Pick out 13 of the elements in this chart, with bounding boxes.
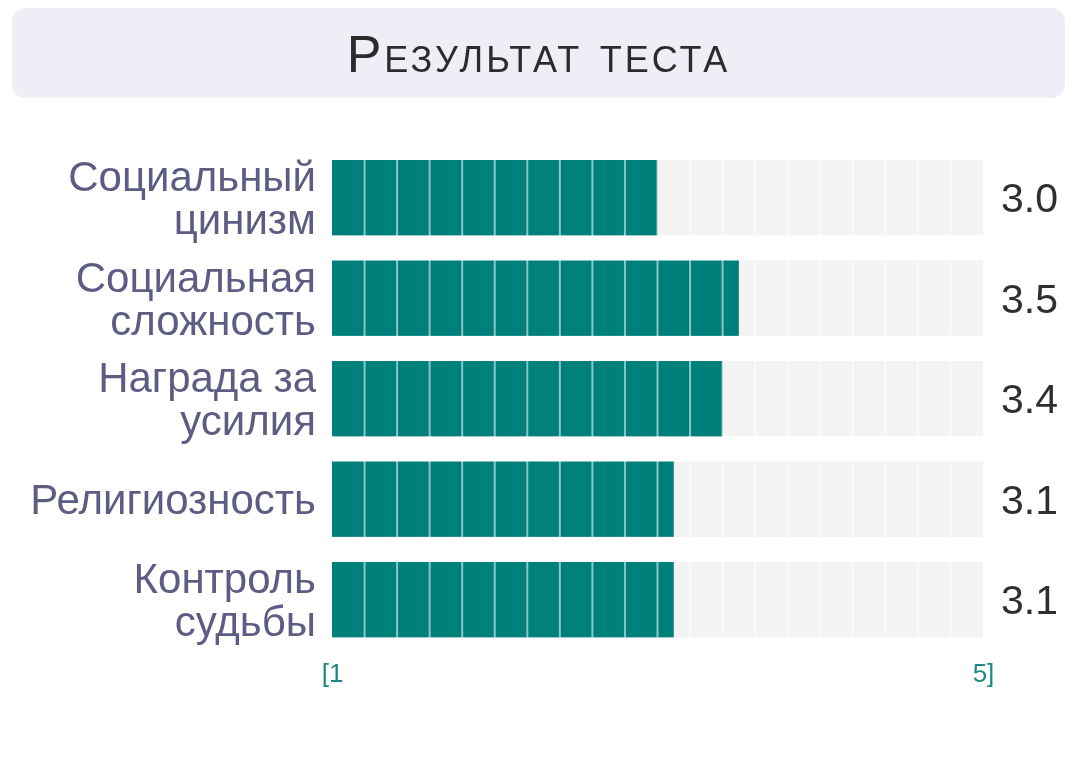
x-tick-label: 5] <box>972 658 995 689</box>
data-label: 3.5 <box>1001 275 1058 322</box>
data-label: 3.0 <box>1001 175 1058 222</box>
y-tick-label: Награда за усилия <box>98 354 317 445</box>
y-tick-label: Социальная сложность <box>75 253 316 344</box>
chart-title: Результат теста <box>346 25 731 83</box>
y-tick-label: Контроль судьбы <box>133 555 316 646</box>
data-label: 3.1 <box>1001 476 1058 523</box>
x-tick-label: [1 <box>321 658 344 689</box>
y-tick-label: Социальный цинизм <box>68 153 316 244</box>
y-tick-label: Религиозность <box>30 476 316 524</box>
data-label: 3.1 <box>1001 577 1058 624</box>
data-label: 3.4 <box>1001 376 1058 423</box>
